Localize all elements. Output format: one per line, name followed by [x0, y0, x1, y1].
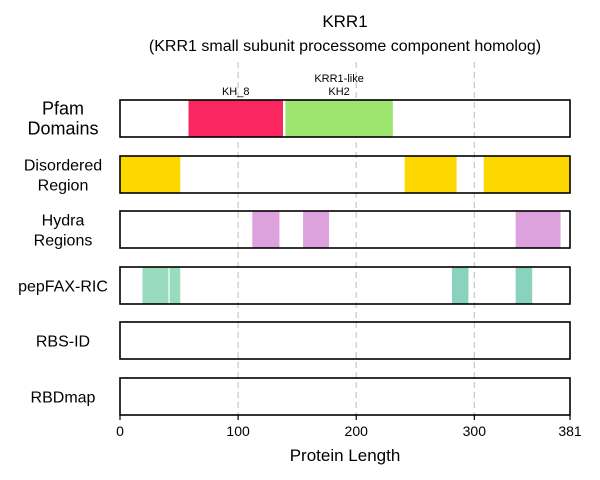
track-label-0-1: Domains	[27, 119, 98, 139]
track-label-2-0: Hydra	[42, 213, 85, 230]
segment-2-1	[303, 211, 330, 248]
segment-label-0-1-0: KRR1-like	[314, 73, 364, 85]
tick-label-100: 100	[226, 423, 250, 439]
x-axis-label: Protein Length	[290, 446, 401, 465]
track-4: RBS-ID	[36, 321, 571, 360]
segment-3-1	[169, 267, 181, 304]
track-label-1-1: Region	[38, 178, 89, 195]
track-frame-3	[119, 266, 571, 305]
track-frame-0	[119, 99, 571, 138]
track-frame-5	[119, 377, 571, 416]
segment-label-0-1-1: KH2	[328, 86, 349, 98]
track-frame-1	[119, 155, 571, 194]
track-label-5-0: RBDmap	[31, 390, 96, 407]
track-frame-2	[119, 210, 571, 249]
segment-3-0	[142, 267, 169, 304]
chart-subtitle: (KRR1 small subunit processome component…	[149, 38, 541, 55]
tick-label-200: 200	[345, 423, 369, 439]
chart-title: KRR1	[322, 12, 367, 31]
track-5: RBDmap	[31, 377, 571, 416]
segment-3-3	[515, 267, 533, 304]
segment-2-0	[252, 211, 280, 248]
track-3: pepFAX-RIC	[18, 266, 571, 305]
track-1: Disordered Region	[24, 155, 571, 195]
track-label-0-0: Pfam	[42, 99, 84, 119]
track-label-2-1: Regions	[34, 233, 93, 250]
track-frame-4	[119, 321, 571, 360]
segment-0-1	[285, 100, 393, 137]
segment-1-0	[120, 156, 181, 193]
tick-label-300: 300	[463, 423, 487, 439]
tick-label-0: 0	[116, 423, 124, 439]
track-label-4-0: RBS-ID	[36, 334, 90, 351]
segment-1-1	[404, 156, 457, 193]
segment-label-0-0-0: KH_8	[222, 86, 250, 98]
segment-2-2	[515, 211, 561, 248]
segment-0-0	[188, 100, 283, 137]
x-axis: 0 100 200 300 381	[116, 415, 582, 439]
track-label-1-0: Disordered	[24, 158, 102, 175]
segment-3-2	[451, 267, 469, 304]
track-label-3-0: pepFAX-RIC	[18, 279, 108, 296]
segment-1-2	[483, 156, 570, 193]
track-2: Hydra Regions	[34, 210, 571, 250]
tick-label-381: 381	[558, 423, 582, 439]
